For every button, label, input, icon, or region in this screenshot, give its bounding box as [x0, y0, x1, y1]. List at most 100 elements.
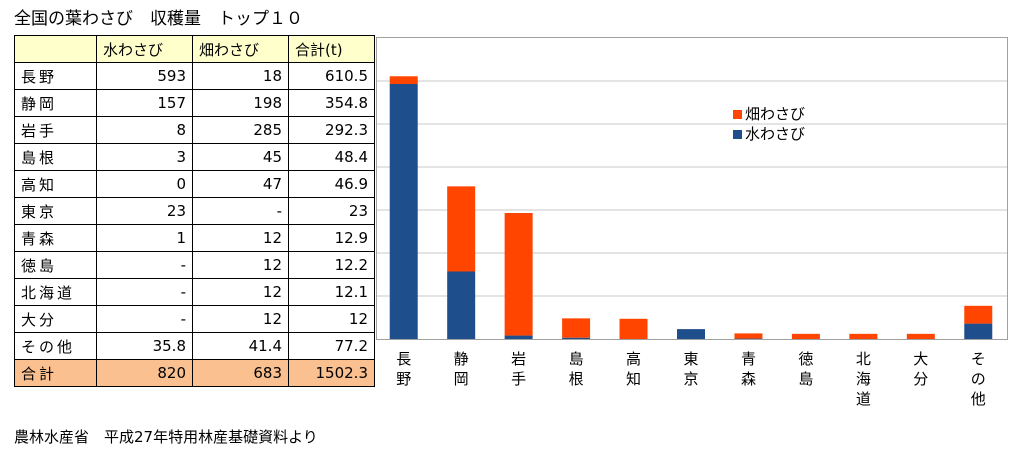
table-row: 北海道 -12 12.1: [14, 278, 375, 306]
bar-layer: [389, 76, 993, 339]
total-value-cell: 46.9: [288, 170, 375, 198]
water-value-cell: 820: [96, 359, 193, 387]
row-name-cell: 青森: [14, 224, 97, 252]
table-row: 静岡 157 198 354.8: [14, 89, 375, 117]
x-tick-label: その他: [971, 350, 986, 408]
water-value-cell: 593: [96, 62, 193, 90]
table-row: 島根 3 45 48.4: [14, 143, 375, 171]
column-header-water: 水わさび: [96, 35, 193, 63]
legend-label: 水わさび: [745, 125, 805, 143]
total-value-cell: 48.4: [288, 143, 375, 171]
water-value-cell: -: [96, 278, 193, 306]
row-name-cell: 岩手: [14, 116, 97, 144]
table-row: 岩手 8 285 292.3: [14, 116, 375, 144]
field-value-cell: 12: [192, 224, 289, 252]
field-value-cell: 12: [192, 278, 289, 306]
total-value-cell: 12.1: [288, 278, 375, 306]
water-value-cell: 23: [96, 197, 193, 225]
water-value-cell: 157: [96, 89, 193, 117]
water-value-cell: -: [96, 251, 193, 279]
table-row: 合計 820 683 1502.3: [14, 359, 375, 387]
water-value-cell: 0: [96, 170, 193, 198]
table-row: 長野 593 18 610.5: [14, 62, 375, 90]
x-axis-labels: 長野 静岡 岩手 島根 高知 東京 青森 徳島 北海道 大分 その他: [396, 350, 986, 408]
row-name-cell: 長野: [14, 62, 97, 90]
column-header-field: 畑わさび: [192, 35, 289, 63]
bar-water-10: [964, 323, 993, 339]
table-row: 徳島 -12 12.2: [14, 251, 375, 279]
total-value-cell: 1502.3: [288, 359, 375, 387]
water-value-cell: 3: [96, 143, 193, 171]
bar-field-9: [906, 333, 935, 339]
page-title: 全国の葉わさび 収穫量 トップ１０: [14, 9, 303, 29]
x-tick-label: 島根: [569, 350, 584, 388]
x-tick-label: 青森: [741, 350, 756, 388]
field-value-cell: 18: [192, 62, 289, 90]
bar-water-3: [562, 337, 591, 339]
field-value-cell: -: [192, 197, 289, 225]
table-corner-cell: [14, 35, 97, 63]
row-name-cell: 合計: [14, 359, 97, 387]
table-header-row: 水わさび 畑わさび 合計(t): [14, 35, 375, 63]
bar-water-2: [504, 335, 533, 339]
harvest-table: 水わさび 畑わさび 合計(t) 長野 593 18 610.5 静岡 157 198 354.…: [14, 35, 375, 387]
field-value-cell: 12: [192, 251, 289, 279]
field-value-cell: 285: [192, 116, 289, 144]
row-name-cell: 徳島: [14, 251, 97, 279]
field-value-cell: 47: [192, 170, 289, 198]
row-name-cell: 大分: [14, 305, 97, 333]
x-tick-label: 大分: [913, 350, 928, 388]
total-value-cell: 610.5: [288, 62, 375, 90]
bar-field-10: [964, 305, 993, 324]
x-tick-label: 徳島: [798, 350, 813, 388]
table-row: 青森 1 12 12.9: [14, 224, 375, 252]
bar-field-0: [389, 76, 418, 85]
row-name-cell: 高知: [14, 170, 97, 198]
grid-lines: [377, 80, 1007, 297]
total-value-cell: 23: [288, 197, 375, 225]
bar-field-7: [791, 333, 820, 339]
x-tick-label: 北海道: [856, 350, 871, 408]
x-tick-label: 高知: [626, 350, 641, 388]
bar-field-4: [619, 318, 648, 339]
row-name-cell: 東京: [14, 197, 97, 225]
legend-swatch: [733, 110, 742, 119]
water-value-cell: 8: [96, 116, 193, 144]
bar-water-0: [389, 84, 418, 339]
total-value-cell: 354.8: [288, 89, 375, 117]
legend-label: 畑わさび: [745, 105, 805, 123]
x-tick-label: 静岡: [454, 350, 469, 388]
bar-field-6: [734, 333, 763, 339]
water-value-cell: 35.8: [96, 332, 193, 360]
x-tick-label: 岩手: [511, 350, 526, 388]
field-value-cell: 198: [192, 89, 289, 117]
table-row: その他 35.8 41.4 77.2: [14, 332, 375, 360]
total-value-cell: 12.2: [288, 251, 375, 279]
table-row: 大分 -12 12: [14, 305, 375, 333]
bar-field-2: [504, 213, 533, 336]
table-row: 東京 23-23: [14, 197, 375, 225]
bar-water-1: [447, 271, 476, 339]
source-note: 農林水産省 平成27年特用林産基礎資料より: [14, 428, 318, 446]
total-value-cell: 292.3: [288, 116, 375, 144]
row-name-cell: 島根: [14, 143, 97, 171]
field-value-cell: 683: [192, 359, 289, 387]
bar-field-8: [849, 333, 878, 339]
field-value-cell: 12: [192, 305, 289, 333]
field-value-cell: 45: [192, 143, 289, 171]
bar-water-5: [677, 329, 705, 339]
total-value-cell: 77.2: [288, 332, 375, 360]
x-tick-label: 長野: [396, 350, 411, 388]
field-value-cell: 41.4: [192, 332, 289, 360]
x-tick-label: 東京: [683, 350, 698, 388]
table-body: 長野 593 18 610.5 静岡 157 198 354.8 岩手 8 285 292.3 島根 3 4…: [14, 62, 375, 387]
column-header-total: 合計(t): [288, 35, 375, 63]
row-name-cell: その他: [14, 332, 97, 360]
legend-swatch: [733, 130, 742, 139]
total-value-cell: 12: [288, 305, 375, 333]
bar-field-3: [562, 318, 591, 338]
bar-field-1: [447, 186, 476, 272]
row-name-cell: 静岡: [14, 89, 97, 117]
